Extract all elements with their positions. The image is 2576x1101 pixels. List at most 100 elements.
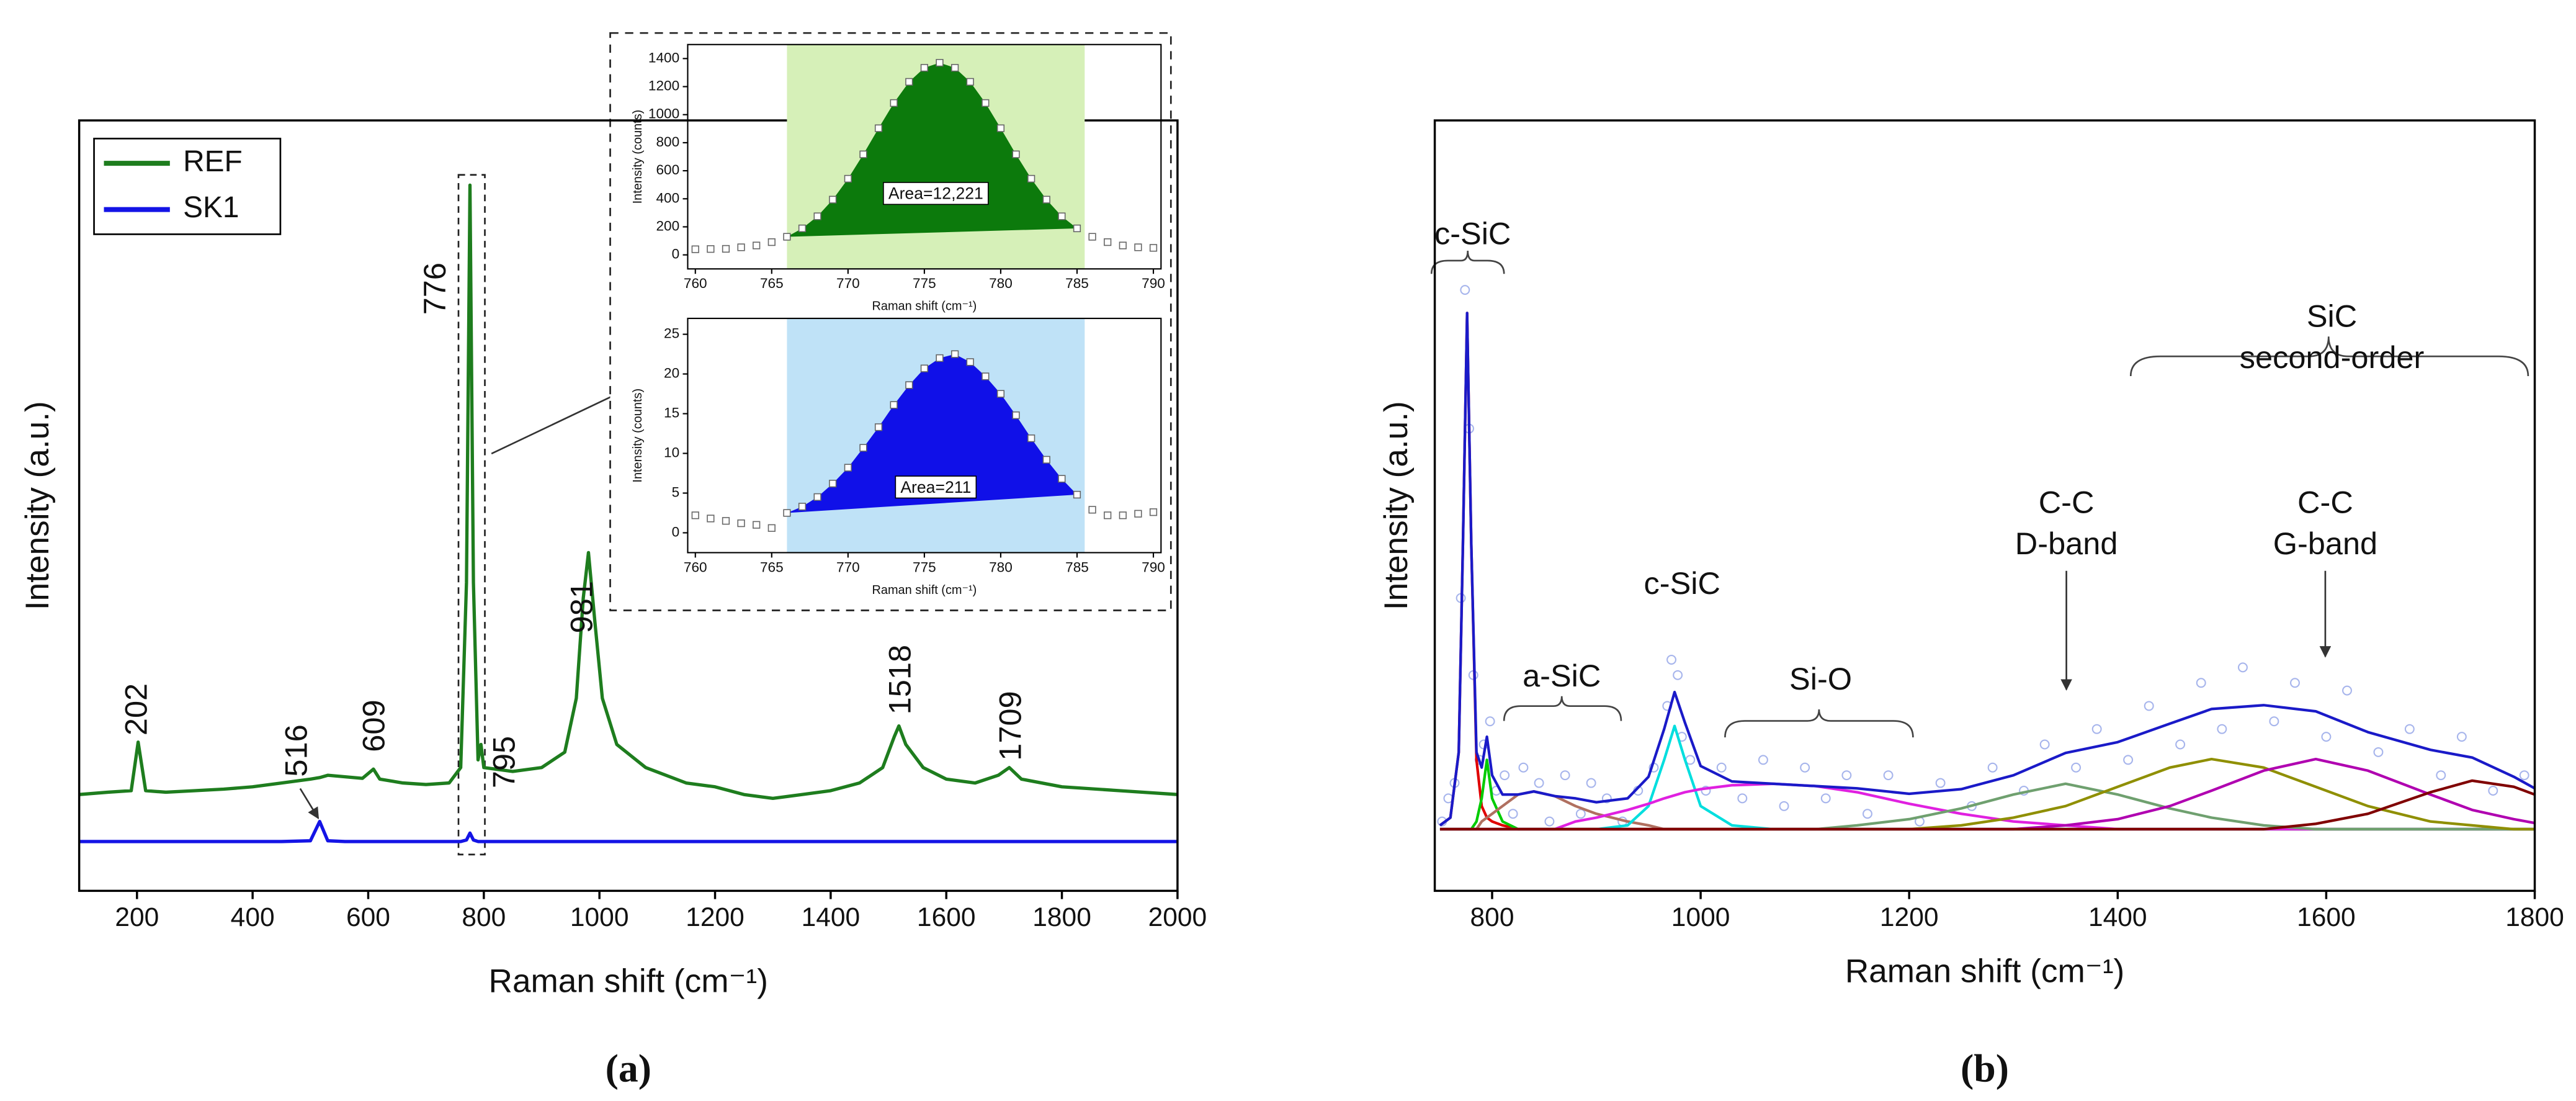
data-point (1119, 241, 1127, 249)
x-tick-label: 780 (989, 276, 1013, 291)
peak-label: 776 (417, 263, 452, 315)
x-tick-label: 1400 (2088, 903, 2147, 932)
area-label-box (883, 182, 989, 205)
data-point (753, 521, 761, 529)
x-tick-label: 770 (836, 559, 860, 575)
area-fill (787, 354, 1077, 513)
data-point (1673, 670, 1683, 680)
data-point (798, 503, 807, 511)
data-point (737, 243, 745, 251)
brace (2129, 336, 2529, 377)
data-point (1073, 224, 1081, 233)
data-point (950, 350, 959, 358)
data-point (1058, 212, 1066, 220)
legend-box (93, 137, 282, 235)
data-point (2342, 685, 2352, 696)
x-tick-label: 1000 (570, 903, 629, 932)
data-point (767, 238, 776, 246)
data-point (1716, 762, 1727, 773)
x-tick-label: 765 (760, 276, 784, 291)
area-label: Area=211 (900, 478, 971, 497)
band-label: SiC (2307, 298, 2357, 333)
data-point (1820, 793, 1831, 804)
peak-label: 1709 (992, 691, 1027, 760)
plot-frame (687, 317, 1162, 554)
data-point (2175, 739, 2186, 750)
panel-caption: (a) (606, 1046, 651, 1090)
plot-frame (78, 119, 1179, 892)
data-point (966, 358, 974, 366)
data-point (1935, 778, 1946, 788)
data-point (1737, 793, 1748, 804)
y-tick-label: 20 (664, 366, 679, 381)
data-point (1534, 778, 1544, 788)
band-label: C-C (2039, 485, 2095, 520)
data-point (1883, 770, 1894, 781)
x-tick-label: 2000 (1148, 903, 1207, 932)
x-tick-label: 800 (462, 903, 506, 932)
data-point (1058, 475, 1066, 483)
y-tick-label: 25 (664, 326, 679, 341)
x-tick-label: 765 (760, 559, 784, 575)
data-point (936, 59, 944, 67)
data-point (2404, 724, 2415, 734)
brace (1430, 250, 1505, 274)
y-tick-label: 400 (656, 190, 679, 205)
x-tick-label: 790 (1142, 559, 1165, 575)
data-point (1088, 233, 1096, 241)
peak-label: 609 (356, 699, 391, 752)
data-point (707, 245, 715, 253)
data-point (813, 493, 821, 501)
data-point (2071, 762, 2082, 773)
data-point (996, 124, 1005, 132)
band-label: second-order (2240, 339, 2425, 375)
panel-caption: (b) (1961, 1046, 2009, 1090)
data-point (1500, 770, 1510, 781)
x-tick-label: 1000 (1671, 903, 1730, 932)
data-point (783, 233, 791, 241)
x-tick-label: 1600 (2297, 903, 2356, 932)
legend-label: REF (183, 145, 243, 178)
data-point (966, 78, 974, 86)
data-point (874, 124, 883, 132)
data-point (783, 509, 791, 517)
data-point (2269, 716, 2279, 727)
data-point (722, 245, 730, 253)
data-point (1758, 755, 1768, 765)
data-point (844, 174, 852, 183)
y-tick-label: 1000 (648, 106, 679, 122)
x-tick-label: 780 (989, 559, 1013, 575)
data-point (1073, 490, 1081, 499)
peak-label: 202 (119, 683, 154, 735)
data-point (890, 401, 898, 409)
data-point (1027, 434, 1035, 443)
x-tick-label: 760 (684, 276, 707, 291)
x-tick-label: 775 (913, 559, 936, 575)
band-label: G-band (2273, 526, 2377, 561)
data-point (950, 64, 959, 72)
series-line (79, 183, 1178, 801)
data-point (798, 224, 807, 233)
data-point (1027, 174, 1035, 183)
data-point (1800, 762, 1810, 773)
data-point (982, 372, 990, 380)
x-tick-label: 400 (231, 903, 275, 932)
x-tick-label: 790 (1142, 276, 1165, 291)
data-point (1104, 238, 1112, 246)
x-tick-label: 200 (115, 903, 159, 932)
y-axis-label: Intensity (a.u.) (1378, 401, 1415, 610)
data-point (2196, 678, 2206, 688)
y-tick-label: 1200 (648, 78, 679, 94)
peak-arrow (299, 788, 320, 819)
series-line (1439, 312, 2536, 827)
area-label: Area=12,221 (888, 184, 983, 203)
data-point (2039, 739, 2050, 750)
x-tick-label: 1200 (1880, 903, 1939, 932)
data-point (1042, 195, 1050, 204)
data-point (691, 511, 699, 519)
data-point (2237, 662, 2248, 673)
y-tick-label: 5 (672, 484, 680, 500)
data-point (737, 519, 745, 528)
brace (1724, 709, 1914, 738)
